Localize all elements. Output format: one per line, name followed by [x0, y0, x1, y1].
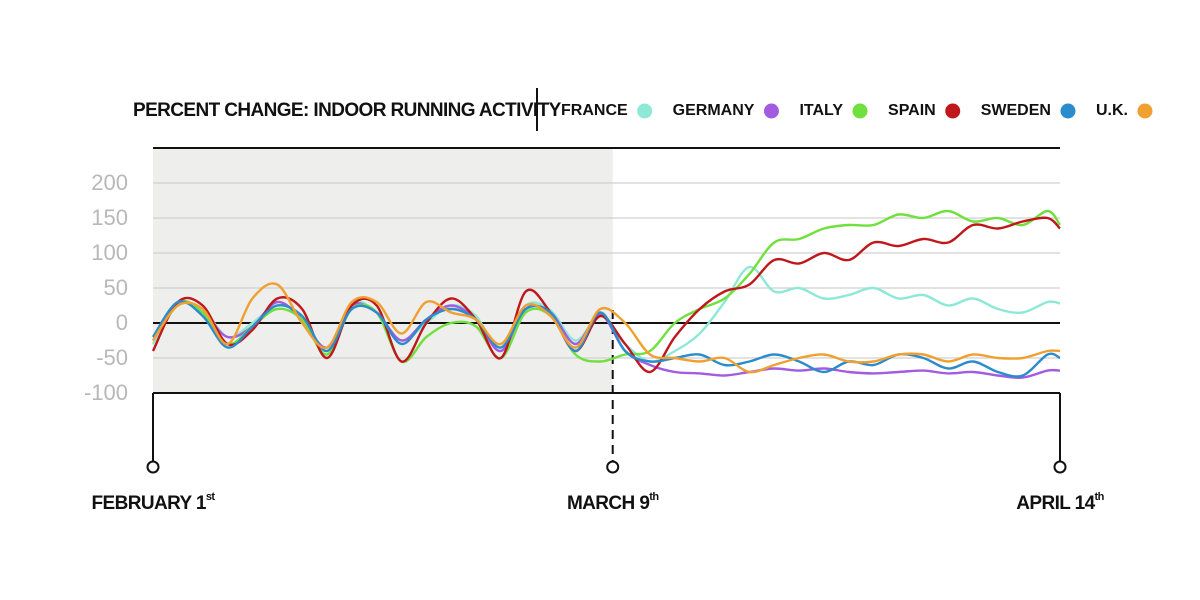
legend-label: SWEDEN — [981, 102, 1051, 119]
legend-label: ITALY — [799, 102, 843, 119]
y-tick-label: 150 — [91, 205, 128, 230]
legend-swatch — [1137, 103, 1153, 119]
date-label: FEBRUARY 1st — [92, 491, 216, 514]
legend-swatch — [852, 103, 868, 119]
y-tick-label: -50 — [96, 345, 128, 370]
date-marker-dot — [606, 460, 620, 474]
chart-title: PERCENT CHANGE: INDOOR RUNNING ACTIVITY — [133, 100, 562, 121]
legend-swatch — [1060, 103, 1076, 119]
legend-label: FRANCE — [561, 102, 628, 119]
series-line — [152, 282, 1061, 374]
date-suffix: th — [1095, 491, 1105, 503]
legend-swatch — [637, 103, 653, 119]
date-suffix: th — [649, 491, 659, 503]
y-tick-label: 100 — [91, 240, 128, 265]
legend-swatch — [763, 103, 779, 119]
legend-label: SPAIN — [888, 102, 936, 119]
y-tick-label: 0 — [116, 310, 128, 335]
y-tick-label: -100 — [84, 380, 128, 405]
legend-swatch — [945, 103, 961, 119]
legend-label: GERMANY — [673, 102, 755, 119]
date-label: MARCH 9th — [567, 491, 659, 514]
date-text: APRIL 14 — [1016, 493, 1095, 514]
date-suffix: st — [206, 491, 216, 503]
legend-label: U.K. — [1096, 102, 1128, 119]
y-tick-label: 50 — [104, 275, 128, 300]
date-marker-dot — [1053, 460, 1067, 474]
date-label: APRIL 14th — [1016, 491, 1104, 514]
y-tick-label: 200 — [91, 170, 128, 195]
series-line — [151, 209, 1061, 364]
series-line — [151, 300, 1061, 378]
date-marker-dot — [146, 460, 160, 474]
date-text: FEBRUARY 1 — [92, 493, 207, 514]
date-text: MARCH 9 — [567, 493, 649, 514]
shaded-period — [153, 148, 613, 393]
